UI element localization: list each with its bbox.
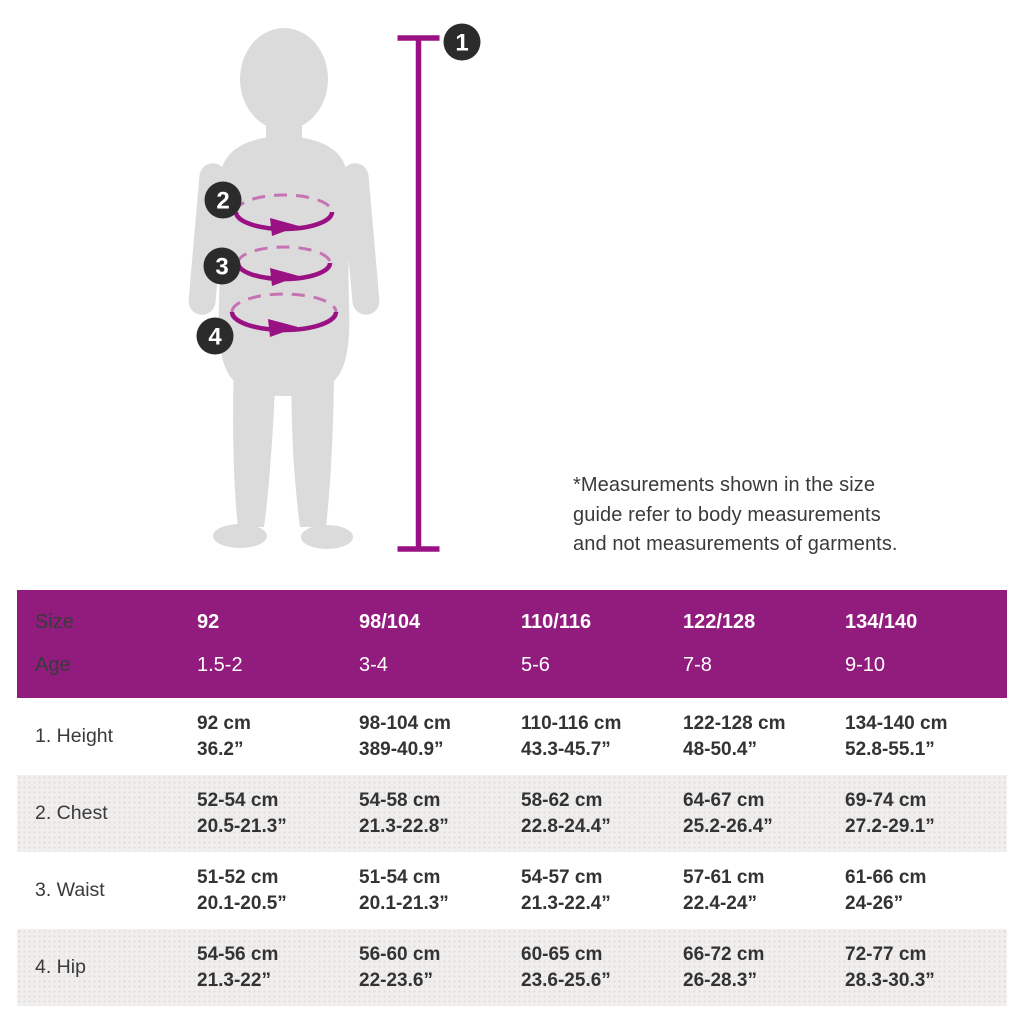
waist-cell-2: 51-54 cm 20.1-21.3” bbox=[359, 866, 449, 914]
size-header-label: Size bbox=[35, 611, 74, 633]
child-silhouette bbox=[188, 28, 380, 549]
row-label-waist: 3. Waist bbox=[35, 879, 105, 901]
chest-cell-1: 52-54 cm 20.5-21.3” bbox=[197, 789, 287, 837]
size-col-110-116: 110/116 bbox=[521, 611, 592, 633]
hip-arrow-icon bbox=[268, 319, 298, 337]
chest-arrow-icon bbox=[270, 218, 299, 236]
hip-cell-1: 54-56 cm 21.3-22” bbox=[197, 943, 279, 991]
age-col-3: 5-6 bbox=[521, 654, 550, 676]
size-col-134-140: 134/140 bbox=[845, 611, 918, 633]
marker-waist: 3 bbox=[203, 247, 241, 285]
age-header-label: Age bbox=[35, 654, 71, 676]
chest-cell-4: 64-67 cm 25.2-26.4” bbox=[683, 789, 773, 837]
age-col-4: 7-8 bbox=[683, 654, 712, 676]
marker-height-number: 1 bbox=[455, 30, 468, 57]
size-col-98-104: 98/104 bbox=[359, 611, 421, 633]
chest-cell-2: 54-58 cm 21.3-22.8” bbox=[359, 789, 449, 837]
height-ruler bbox=[397, 35, 440, 552]
chest-cell-3: 58-62 cm 22.8-24.4” bbox=[521, 789, 611, 837]
note-line-1: *Measurements shown in the size bbox=[573, 474, 876, 496]
note-line-2: guide refer to body measurements bbox=[573, 503, 881, 526]
height-cell-2: 98-104 cm 389-40.9” bbox=[359, 712, 451, 760]
waist-measure-ellipse bbox=[235, 245, 333, 286]
measurements-note: *Measurements shown in the size guide re… bbox=[573, 471, 898, 560]
table-row-waist: 3. Waist 51-52 cm 20.1-20.5” 51-54 cm 20.1… bbox=[17, 852, 1007, 929]
row-label-chest: 2. Chest bbox=[35, 802, 108, 824]
row-label-hip: 4. Hip bbox=[35, 956, 86, 978]
marker-chest-number: 2 bbox=[216, 188, 229, 215]
age-header-row: Age 1.5-2 3-4 5-6 7-8 9-10 bbox=[17, 651, 1007, 681]
age-col-5: 9-10 bbox=[845, 654, 886, 676]
height-cell-1: 92 cm 36.2” bbox=[197, 712, 251, 760]
table-row-chest: 2. Chest 52-54 cm 20.5-21.3” 54-58 cm 21.3… bbox=[17, 775, 1007, 852]
size-header-row: Size 92 98/104 110/116 122/128 134/140 bbox=[17, 608, 1007, 638]
child-silhouette-figure: 1 2 3 4 bbox=[188, 23, 481, 552]
size-col-92: 92 bbox=[197, 611, 220, 633]
marker-waist-number: 3 bbox=[215, 254, 228, 281]
table-row-hip: 4. Hip 54-56 cm 21.3-22” 56-60 cm 22-23.6”… bbox=[17, 929, 1007, 1006]
table-row-height: 1. Height 92 cm 36.2” 98-104 cm 389-40.9” … bbox=[17, 698, 1007, 775]
waist-arrow-icon bbox=[270, 268, 299, 286]
hip-cell-5: 72-77 cm 28.3-30.3” bbox=[845, 943, 935, 991]
marker-hip-number: 4 bbox=[208, 324, 222, 351]
waist-cell-5: 61-66 cm 24-26” bbox=[845, 866, 927, 914]
age-col-1: 1.5-2 bbox=[197, 654, 243, 676]
row-label-height: 1. Height bbox=[35, 725, 114, 747]
marker-chest: 2 bbox=[204, 181, 242, 219]
size-col-122-128: 122/128 bbox=[683, 611, 756, 633]
height-cell-3: 110-116 cm 43.3-45.7” bbox=[521, 712, 622, 760]
size-table-header: Size 92 98/104 110/116 122/128 134/140 A… bbox=[17, 590, 1007, 698]
height-cell-5: 134-140 cm 52.8-55.1” bbox=[845, 712, 948, 760]
waist-cell-4: 57-61 cm 22.4-24” bbox=[683, 866, 765, 914]
waist-cell-3: 54-57 cm 21.3-22.4” bbox=[521, 866, 611, 914]
note-line-3: and not measurements of garments. bbox=[573, 533, 898, 555]
hip-cell-3: 60-65 cm 23.6-25.6” bbox=[521, 943, 611, 991]
hip-cell-2: 56-60 cm 22-23.6” bbox=[359, 943, 441, 991]
hip-cell-4: 66-72 cm 26-28.3” bbox=[683, 943, 765, 991]
age-col-2: 3-4 bbox=[359, 654, 388, 676]
chest-cell-5: 69-74 cm 27.2-29.1” bbox=[845, 789, 935, 837]
marker-hip: 4 bbox=[196, 317, 234, 355]
marker-height: 1 bbox=[443, 23, 481, 61]
hip-measure-ellipse bbox=[229, 292, 339, 337]
waist-cell-1: 51-52 cm 20.1-20.5” bbox=[197, 866, 287, 914]
height-cell-4: 122-128 cm 48-50.4” bbox=[683, 712, 786, 760]
size-table: Size 92 98/104 110/116 122/128 134/140 A… bbox=[17, 590, 1007, 1006]
